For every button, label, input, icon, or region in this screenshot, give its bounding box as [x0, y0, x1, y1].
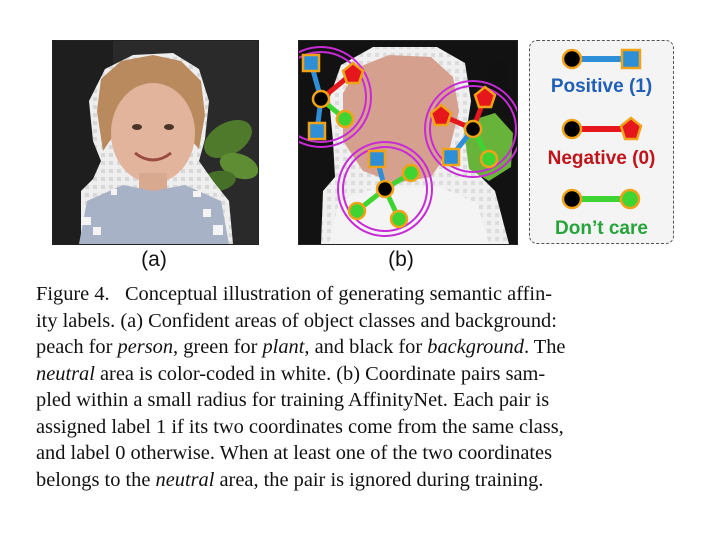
caption-line-4: neutral area is color-coded in white. (b…	[36, 362, 546, 385]
caption-line-3: peach for person, green for plant, and b…	[36, 336, 566, 358]
caption-line-1: Figure 4. Conceptual illustration of gen…	[36, 283, 553, 305]
caption-line-8: belongs to the neutral area, the pair is…	[36, 468, 544, 491]
legend-box: Positive (1) Negative (0) Don’t care	[529, 40, 674, 244]
figure-number: Figure 4.	[36, 283, 110, 305]
pair-group-left	[299, 46, 372, 148]
negative-pair-icon	[561, 116, 643, 141]
legend-dont-care-label: Don’t care	[555, 218, 648, 239]
dont-care-pair-icon	[561, 188, 641, 210]
pair-group-bottom	[337, 141, 433, 237]
legend-negative-label: Negative (0)	[547, 148, 656, 169]
panel-b-illustration	[299, 41, 517, 244]
panel-b-label: (b)	[388, 248, 414, 271]
caption-line-2: ity labels. (a) Confident areas of objec…	[36, 309, 557, 332]
figure-caption: Figure 4. Conceptual illustration of gen…	[36, 281, 691, 493]
person-area	[97, 55, 205, 151]
panel-b-image	[298, 40, 518, 245]
panel-a-image	[52, 40, 259, 245]
positive-pair-icon	[561, 48, 642, 70]
panel-a-illustration	[53, 41, 258, 244]
panel-a-label: (a)	[141, 248, 167, 271]
pair-group-right	[424, 80, 517, 178]
caption-line-6: assigned label 1 if its two coordinates …	[36, 415, 564, 438]
caption-line-7: and label 0 otherwise. When at least one…	[36, 442, 553, 464]
legend-positive-label: Positive (1)	[550, 76, 653, 97]
caption-line-5: pled within a small radius for training …	[36, 389, 550, 411]
